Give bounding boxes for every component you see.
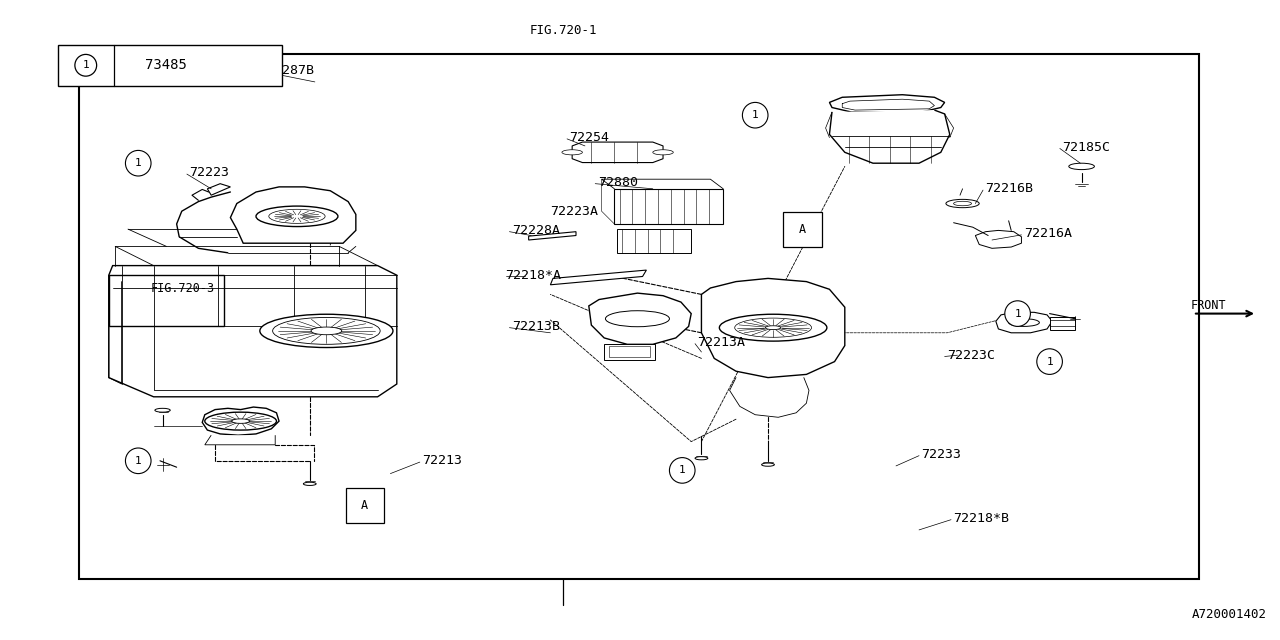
Polygon shape: [550, 270, 646, 285]
Polygon shape: [202, 407, 279, 435]
Bar: [346, 488, 384, 524]
Ellipse shape: [1069, 163, 1094, 170]
Text: FIG.720-3: FIG.720-3: [151, 282, 215, 294]
Text: 72228A: 72228A: [512, 224, 561, 237]
Text: 72223: 72223: [189, 166, 229, 179]
Text: 72218*B: 72218*B: [954, 512, 1010, 525]
Text: 72287B: 72287B: [266, 64, 315, 77]
Ellipse shape: [765, 326, 781, 330]
Ellipse shape: [669, 458, 695, 483]
Polygon shape: [589, 293, 691, 344]
Text: 72216A: 72216A: [1024, 227, 1073, 240]
Polygon shape: [572, 142, 663, 163]
Text: 72233: 72233: [922, 448, 961, 461]
Polygon shape: [205, 435, 275, 445]
Polygon shape: [829, 110, 950, 163]
Ellipse shape: [303, 483, 316, 486]
Bar: [609, 346, 650, 357]
Ellipse shape: [562, 150, 582, 155]
Text: 1: 1: [134, 456, 142, 466]
Ellipse shape: [232, 419, 250, 424]
Ellipse shape: [155, 408, 170, 412]
Polygon shape: [230, 187, 356, 243]
Ellipse shape: [269, 209, 325, 223]
Text: 1: 1: [82, 60, 90, 70]
Text: 72223A: 72223A: [550, 205, 599, 218]
Ellipse shape: [1005, 301, 1030, 326]
Polygon shape: [996, 312, 1052, 333]
Ellipse shape: [273, 317, 380, 344]
Text: 72880: 72880: [598, 176, 637, 189]
Ellipse shape: [125, 150, 151, 176]
Text: A: A: [799, 223, 806, 236]
Ellipse shape: [76, 54, 97, 76]
Text: A: A: [361, 499, 369, 512]
Polygon shape: [529, 232, 576, 240]
Ellipse shape: [260, 314, 393, 348]
Text: 72218*A: 72218*A: [506, 269, 562, 282]
Ellipse shape: [695, 457, 708, 460]
Polygon shape: [975, 230, 1021, 248]
Ellipse shape: [205, 412, 276, 430]
Text: FIG.720-1: FIG.720-1: [530, 24, 596, 37]
Bar: [604, 344, 655, 360]
Ellipse shape: [125, 448, 151, 474]
Text: 72213B: 72213B: [512, 320, 561, 333]
Bar: [617, 229, 691, 253]
Ellipse shape: [605, 311, 669, 327]
Text: A720001402: A720001402: [1192, 608, 1267, 621]
Ellipse shape: [1037, 349, 1062, 374]
Ellipse shape: [735, 318, 812, 337]
Polygon shape: [207, 184, 230, 195]
Text: 1: 1: [751, 110, 759, 120]
Bar: [614, 189, 723, 224]
Bar: [58, 45, 282, 86]
Text: 73485: 73485: [145, 58, 187, 72]
Ellipse shape: [954, 202, 972, 206]
Polygon shape: [829, 95, 945, 112]
Ellipse shape: [311, 327, 342, 335]
Text: 72223C: 72223C: [947, 349, 996, 362]
Ellipse shape: [742, 102, 768, 128]
Text: 1: 1: [678, 465, 686, 476]
Ellipse shape: [653, 150, 673, 155]
Text: 1: 1: [1046, 356, 1053, 367]
Ellipse shape: [762, 463, 774, 466]
Bar: [79, 54, 1199, 579]
Ellipse shape: [1009, 319, 1039, 326]
Ellipse shape: [946, 200, 979, 208]
Text: 72185C: 72185C: [1062, 141, 1110, 154]
Text: 72213: 72213: [422, 454, 462, 467]
Bar: [1050, 317, 1075, 330]
Ellipse shape: [719, 314, 827, 341]
Polygon shape: [109, 275, 224, 326]
Text: FRONT: FRONT: [1190, 300, 1226, 312]
Polygon shape: [701, 278, 845, 378]
Text: 72254: 72254: [570, 131, 609, 144]
Polygon shape: [109, 266, 397, 397]
Text: 1: 1: [134, 158, 142, 168]
Bar: [783, 212, 822, 247]
Text: 72216B: 72216B: [986, 182, 1034, 195]
Ellipse shape: [256, 206, 338, 227]
Text: 72213A: 72213A: [698, 336, 745, 349]
Text: 1: 1: [1014, 308, 1021, 319]
